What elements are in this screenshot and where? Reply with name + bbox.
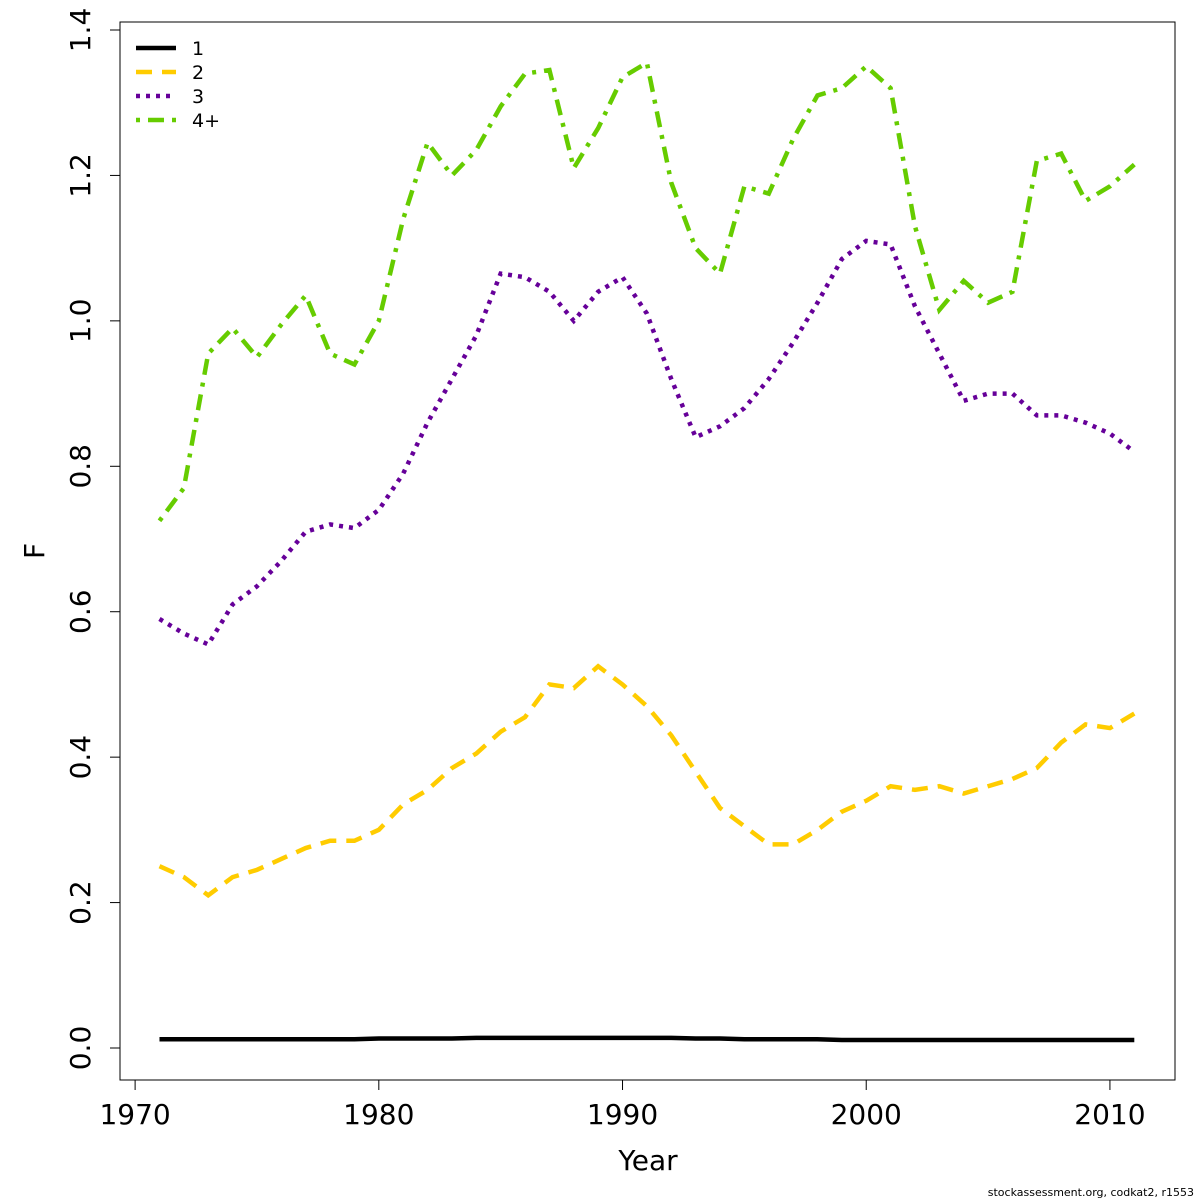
legend-label: 2 xyxy=(192,62,204,84)
plot-frame xyxy=(119,21,1176,1081)
y-axis-label: F xyxy=(18,543,51,559)
y-tick-label: 1.2 xyxy=(64,153,97,198)
x-tick-label: 2000 xyxy=(831,1098,902,1131)
y-tick-label: 1.0 xyxy=(64,299,97,344)
y-tick-label: 0.4 xyxy=(64,735,97,780)
series-line xyxy=(158,663,1136,899)
y-tick-label: 0.2 xyxy=(64,880,97,925)
legend-label: 3 xyxy=(192,86,204,108)
x-tick-label: 2010 xyxy=(1074,1098,1145,1131)
series-line xyxy=(157,59,1136,523)
footer: stockassessment.org, codkat2, r1553 xyxy=(988,1186,1194,1199)
y-tick-label: 0.8 xyxy=(64,444,97,489)
x-tick-label: 1970 xyxy=(99,1098,170,1131)
x-tick-label: 1980 xyxy=(343,1098,414,1131)
y-tick-label: 0.6 xyxy=(64,589,97,634)
series-line xyxy=(158,238,1136,648)
y-tick-label: 1.4 xyxy=(64,8,97,53)
legend-label: 1 xyxy=(192,38,204,60)
y-tick-label: 0.0 xyxy=(64,1026,97,1071)
legend-label: 4+ xyxy=(192,110,220,132)
x-axis-label: Year xyxy=(617,1144,678,1177)
series-line xyxy=(159,1035,1135,1043)
x-tick-label: 1990 xyxy=(587,1098,658,1131)
